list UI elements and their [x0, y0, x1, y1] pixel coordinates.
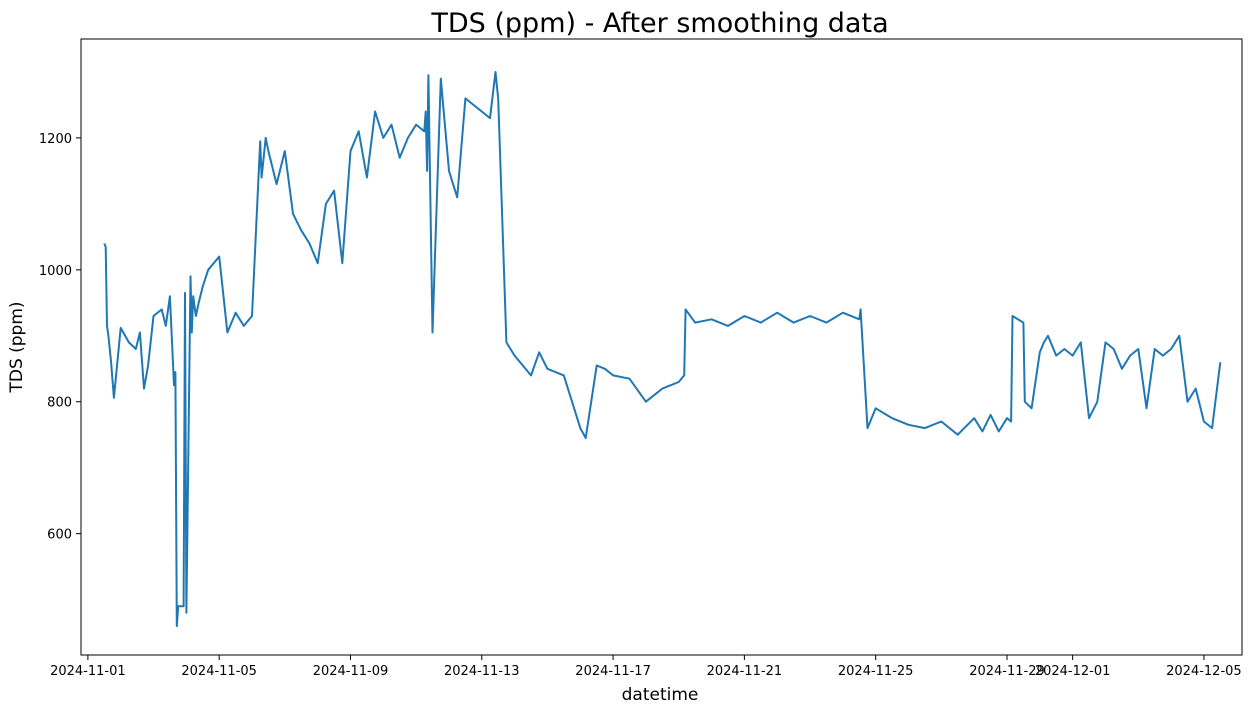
chart-title: TDS (ppm) - After smoothing data: [430, 8, 888, 39]
x-tick-label: 2024-11-17: [575, 664, 651, 679]
series-line-tds: [103, 71, 1222, 627]
x-tick-label: 2024-12-05: [1166, 664, 1242, 679]
x-tick-label: 2024-11-05: [181, 664, 257, 679]
x-axis-title: datetime: [622, 685, 699, 705]
y-axis-title: TDS (ppm): [7, 301, 27, 393]
y-tick-label: 1000: [39, 264, 72, 279]
x-tick-label: 2024-12-01: [1035, 664, 1111, 679]
y-tick-label: 1200: [39, 132, 72, 147]
x-tick-label: 2024-11-21: [707, 664, 783, 679]
x-tick-label: 2024-11-13: [444, 664, 520, 679]
x-tick-label: 2024-11-01: [50, 664, 126, 679]
x-tick-label: 2024-11-29: [969, 664, 1045, 679]
x-axis: 2024-11-01 2024-11-05 2024-11-09 2024-11-13…: [50, 655, 1242, 679]
x-tick-label: 2024-11-09: [313, 664, 389, 679]
y-axis: 600 800 1000 1200: [39, 132, 81, 543]
y-tick-label: 800: [47, 396, 72, 411]
y-tick-label: 600: [47, 528, 72, 543]
x-tick-label: 2024-11-25: [838, 664, 914, 679]
plot-frame: [80, 38, 1243, 656]
